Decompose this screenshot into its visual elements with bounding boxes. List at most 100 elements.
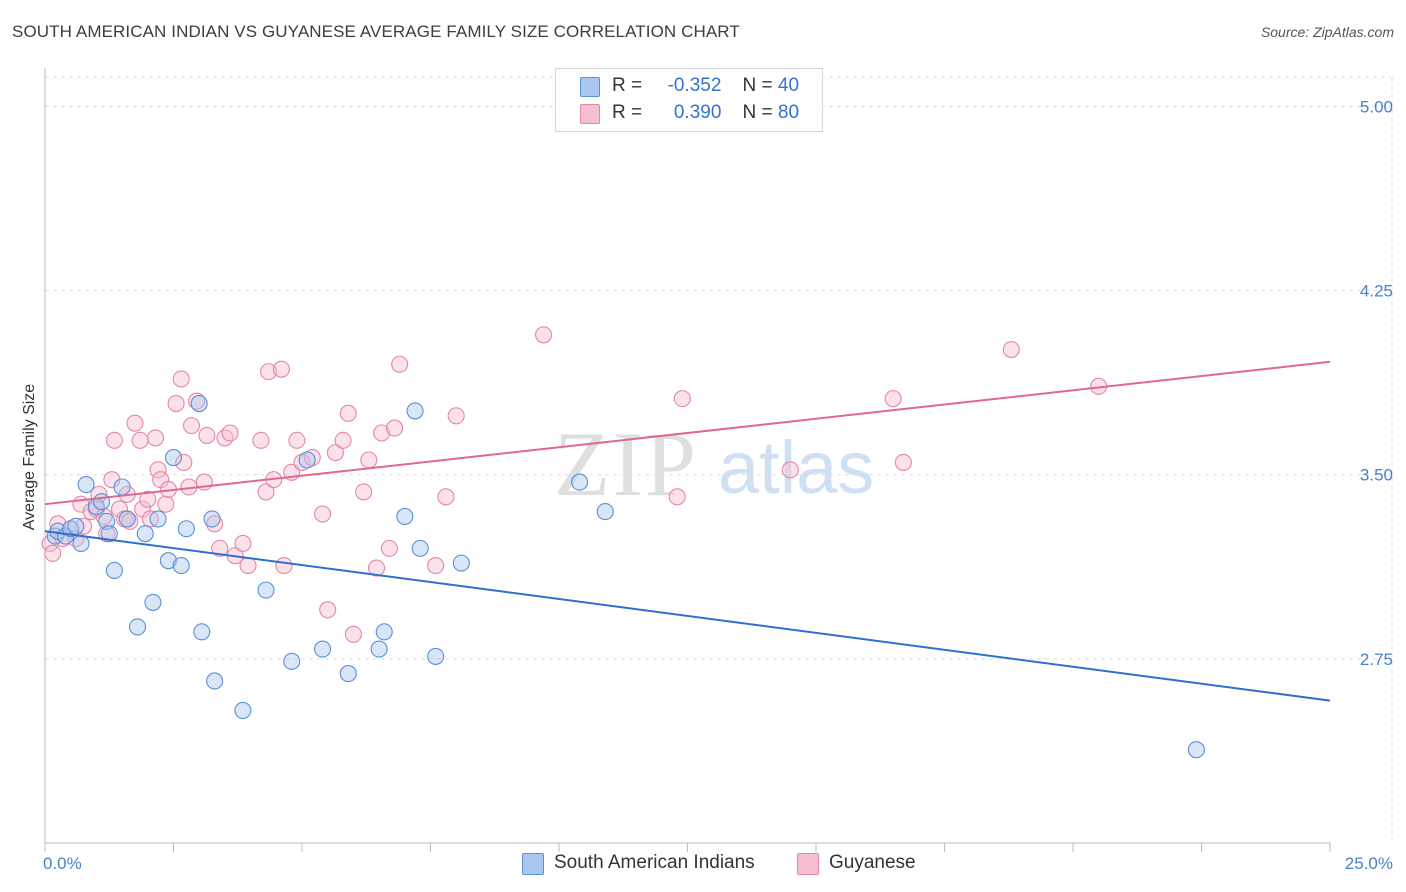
- south-american-indians-point: [144, 593, 162, 611]
- y-axis-label: Average Family Size: [21, 384, 38, 531]
- guyanese-point: [360, 451, 378, 469]
- south-american-indians-point: [190, 394, 208, 413]
- guyanese-point: [427, 557, 445, 575]
- chart-title: SOUTH AMERICAN INDIAN VS GUYANESE AVERAG…: [12, 22, 740, 41]
- guyanese-point: [314, 505, 332, 523]
- trend-lines: [44, 360, 1331, 702]
- legend-r-label: R =: [612, 75, 643, 96]
- guyanese-point: [175, 453, 193, 472]
- guyanese-point: [157, 495, 175, 513]
- guyanese-point: [126, 414, 144, 432]
- watermark-zip: ZIP: [554, 413, 698, 515]
- guyanese-point: [131, 431, 149, 449]
- south-american-indians-point: [128, 618, 147, 636]
- legend-r-value-pink: 0.390: [673, 102, 722, 123]
- south-american-indians-trend-line: [44, 530, 1331, 702]
- y-tick-label: 4.25: [1360, 282, 1393, 301]
- south-american-indians-point: [427, 647, 445, 665]
- south-american-indians-point: [193, 623, 211, 641]
- south-american-indians-point: [136, 525, 154, 543]
- south-american-indians-point: [571, 473, 589, 491]
- guyanese-point: [668, 488, 686, 506]
- south-american-indians-point: [203, 510, 221, 528]
- guyanese-point: [188, 392, 206, 410]
- y-tick-label: 2.75: [1360, 650, 1393, 669]
- guyanese-point: [272, 360, 290, 378]
- legend-swatch-blue: [522, 853, 544, 875]
- south-american-indians-point: [370, 640, 388, 658]
- south-american-indians-point: [149, 510, 167, 528]
- guyanese-point: [344, 625, 362, 643]
- guyanese-point: [288, 431, 306, 449]
- guyanese-point: [211, 539, 229, 557]
- legend-swatch-blue: [580, 77, 600, 97]
- south-american-indians-point: [105, 561, 123, 580]
- guyanese-trend-line: [44, 360, 1331, 506]
- guyanese-point: [121, 512, 139, 530]
- correlation-legend: R = -0.352 N = 40 R = 0.390 N = 80: [555, 68, 823, 132]
- guyanese-point: [355, 483, 373, 501]
- legend-swatch-pink: [797, 853, 819, 875]
- guyanese-point: [206, 515, 224, 533]
- guyanese-point: [380, 539, 398, 557]
- south-american-indians-point: [77, 476, 95, 494]
- south-american-indians-point: [234, 701, 252, 719]
- legend-n-label: N =: [742, 102, 773, 123]
- guyanese-point: [535, 326, 553, 344]
- guyanese-point: [239, 557, 257, 575]
- south-american-indians-point: [314, 640, 332, 658]
- guyanese-point: [781, 461, 799, 479]
- x-tick-label: 25.0%: [1345, 854, 1393, 873]
- guyanese-point: [447, 407, 465, 425]
- legend-n-value-blue: 40: [777, 75, 800, 96]
- series-legend: South American Indians Guyanese: [0, 850, 1406, 878]
- guyanese-point: [673, 390, 691, 408]
- guyanese-point: [334, 431, 352, 449]
- legend-r-value-blue: -0.352: [667, 75, 722, 96]
- guyanese-point: [373, 424, 391, 442]
- guyanese-point: [105, 431, 123, 449]
- guyanese-points: [41, 326, 1108, 643]
- legend-label-guyanese: Guyanese: [829, 852, 916, 873]
- south-american-indians-point: [283, 652, 301, 670]
- south-american-indians-point: [159, 552, 177, 570]
- south-american-indians-point: [206, 672, 224, 690]
- south-american-indians-point: [406, 402, 424, 420]
- legend-label-south-american-indians: South American Indians: [554, 852, 755, 873]
- guyanese-point: [275, 557, 293, 575]
- guyanese-point: [252, 431, 270, 449]
- south-american-indians-point: [72, 534, 90, 553]
- south-american-indians-point: [375, 623, 393, 641]
- south-american-indians-point: [100, 525, 118, 543]
- guyanese-point: [260, 363, 278, 381]
- legend-swatch-pink: [580, 104, 600, 124]
- south-american-indians-point: [118, 510, 136, 528]
- south-american-indians-point: [452, 554, 470, 572]
- south-american-indians-points: [46, 394, 1205, 759]
- guyanese-point: [234, 534, 252, 553]
- y-tick-label: 5.00: [1360, 97, 1393, 116]
- guyanese-point: [167, 394, 185, 413]
- south-american-indians-point: [339, 665, 357, 683]
- guyanese-point: [437, 488, 455, 506]
- guyanese-point: [339, 404, 357, 422]
- legend-r-label: R =: [612, 102, 643, 123]
- south-american-indians-point: [92, 493, 111, 511]
- tick-labels: 2.75 3.50 4.25 5.00 0.0% 25.0%: [43, 97, 1393, 873]
- guyanese-point: [257, 483, 275, 501]
- axes: [44, 68, 1331, 852]
- guyanese-point: [391, 355, 409, 373]
- south-american-indians-point: [257, 581, 275, 599]
- guyanese-point: [367, 559, 386, 577]
- guyanese-point: [149, 461, 167, 479]
- guyanese-point: [319, 601, 337, 619]
- guyanese-point: [44, 544, 62, 562]
- x-tick-label: 0.0%: [43, 854, 82, 873]
- guyanese-point: [146, 429, 165, 447]
- south-american-indians-point: [164, 448, 183, 467]
- guyanese-point: [182, 417, 201, 435]
- south-american-indians-point: [1187, 741, 1205, 759]
- south-american-indians-point: [172, 557, 190, 575]
- watermark: ZIP atlas: [554, 413, 874, 515]
